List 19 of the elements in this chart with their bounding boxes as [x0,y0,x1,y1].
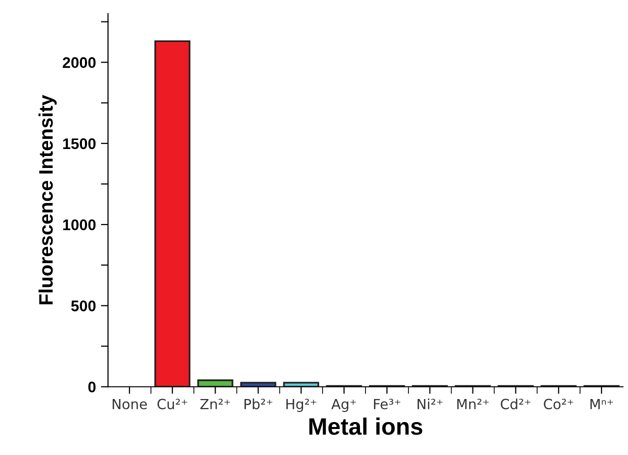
x-axis-title: Metal ions [309,418,422,435]
x-tick-label: Cu²⁺ [157,398,188,410]
y-tick-label: 500 [71,300,96,312]
x-tick-label: None [112,398,147,410]
x-tick-label: Mⁿ⁺ [590,398,614,410]
y-tick-label: 1500 [63,138,96,150]
y-tick-label: 0 [88,382,96,392]
y-tick-label: 1000 [63,219,96,230]
x-tick-label: Mn²⁺ [457,398,489,410]
x-tick-label: Fe³⁺ [374,398,400,410]
x-tick-label: Zn²⁺ [200,398,230,410]
y-tick-label: 2000 [62,57,96,68]
x-tick-label: Ag⁺ [331,398,356,412]
x-tick-label: Hg²⁺ [286,398,316,412]
y-axis-title: Fluorescence Intensity [38,94,57,304]
x-tick-label: Ni²⁺ [418,398,443,410]
x-tick-label: Pb²⁺ [244,398,272,410]
x-tick-label: Co²⁺ [544,398,574,410]
x-tick-label: Cd²⁺ [500,398,530,410]
